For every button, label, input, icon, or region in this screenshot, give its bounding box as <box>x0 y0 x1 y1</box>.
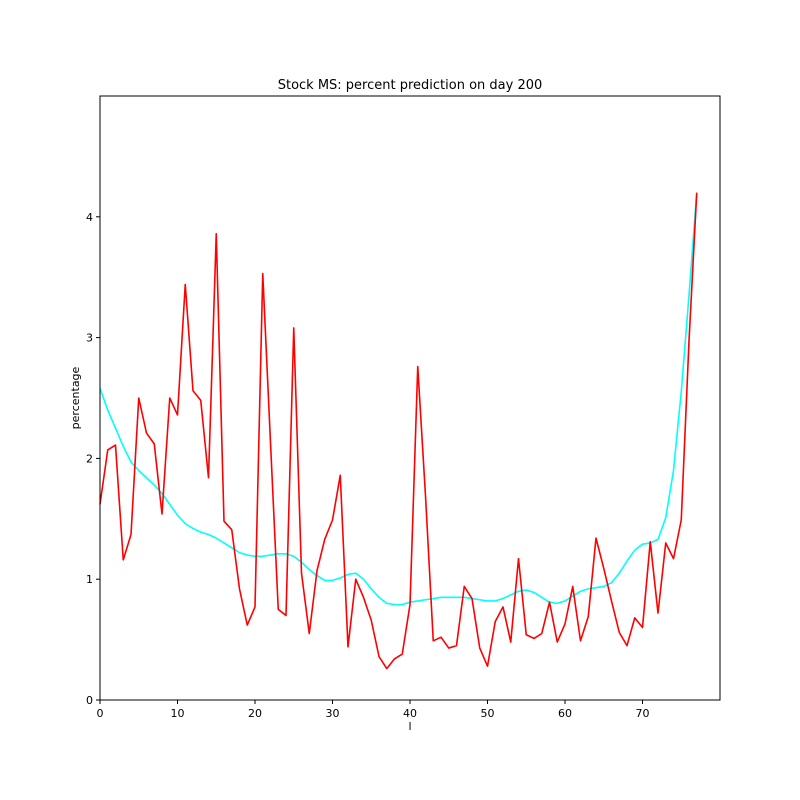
x-tick-label: 0 <box>97 707 104 720</box>
x-tick-label: 30 <box>326 707 340 720</box>
x-axis-ticks: 0 10 20 30 40 50 60 70 <box>97 700 650 720</box>
series-line-red <box>99 192 698 670</box>
y-tick-label: 2 <box>86 452 93 465</box>
x-tick-label: 40 <box>403 707 417 720</box>
x-axis-label: l <box>408 720 411 733</box>
y-tick-label: 4 <box>86 211 93 224</box>
x-tick-label: 70 <box>636 707 650 720</box>
series-layer <box>99 192 698 670</box>
x-tick-label: 50 <box>481 707 495 720</box>
y-axis-label: percentage <box>69 366 82 429</box>
x-tick-label: 20 <box>248 707 262 720</box>
chart-title: Stock MS: percent prediction on day 200 <box>278 78 543 93</box>
series-line-cyan <box>99 192 698 606</box>
y-tick-label: 0 <box>86 694 93 707</box>
y-tick-label: 3 <box>86 332 93 345</box>
x-tick-label: 10 <box>171 707 185 720</box>
y-tick-label: 1 <box>86 573 93 586</box>
x-tick-label: 60 <box>558 707 572 720</box>
y-axis-ticks: 0 1 2 3 4 <box>86 211 100 707</box>
